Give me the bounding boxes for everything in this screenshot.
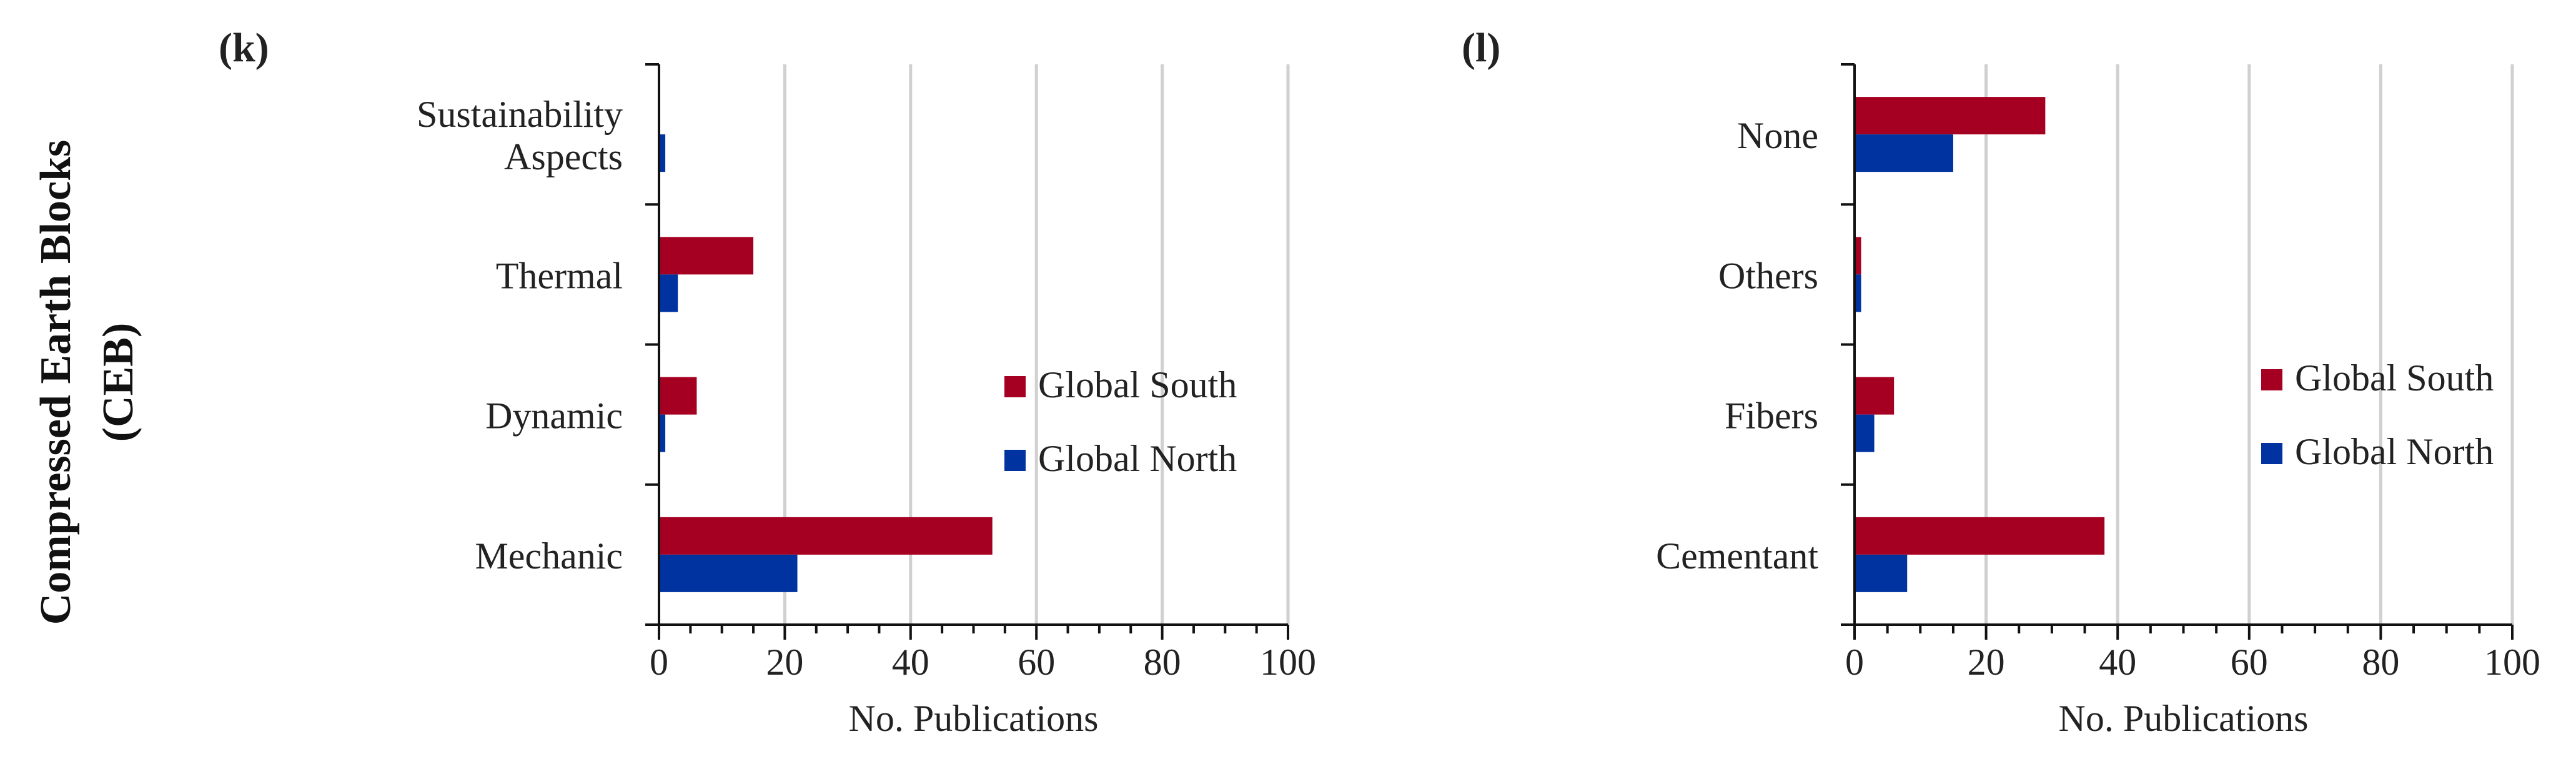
panel-label: (k) [219,25,269,71]
x-tick-label: 60 [2231,642,2268,683]
bar-global-south-3 [659,377,697,415]
bar-global-south-3 [1855,377,1895,415]
bar-global-north-4 [1855,554,1908,592]
x-tick-label: 60 [1018,642,1055,683]
category-label: Fibers [1725,395,1818,437]
panel-label: (l) [1462,25,1500,71]
bar-global-north-3 [659,414,666,452]
category-label: Thermal [496,255,623,296]
bar-global-south-4 [1855,517,2105,555]
legend-swatch [2261,443,2282,464]
x-tick-label: 100 [2484,642,2540,683]
category-label: Sustainability [417,94,623,135]
x-axis-label: No. Publications [849,698,1099,739]
x-tick-label: 100 [1260,642,1316,683]
bar-global-north-1 [659,134,666,172]
category-label: Cementant [1656,535,1818,577]
x-tick-label: 0 [1845,642,1864,683]
bar-global-south-4 [659,517,993,555]
x-tick-label: 0 [650,642,668,683]
category-label: Aspects [504,136,623,177]
x-tick-label: 80 [1144,642,1181,683]
x-tick-label: 20 [1968,642,2005,683]
legend-swatch [2261,369,2282,390]
x-tick-label: 40 [2099,642,2136,683]
legend-label: Global North [1038,438,1237,479]
bar-global-north-4 [659,554,798,592]
category-label: None [1737,115,1818,156]
bar-global-north-2 [1855,274,1861,312]
category-label: Mechanic [475,535,623,577]
legend-label: Global South [2295,357,2494,399]
category-label: Dynamic [485,395,623,437]
x-tick-label: 40 [892,642,929,683]
x-axis-label: No. Publications [2059,698,2309,739]
x-tick-label: 20 [766,642,803,683]
legend-swatch [1004,376,1026,397]
legend-label: Global North [2295,431,2494,472]
bar-global-south-2 [1855,237,1861,275]
x-tick-label: 80 [2362,642,2399,683]
bar-global-north-1 [1855,134,1953,172]
bar-global-north-2 [659,274,678,312]
legend-label: Global South [1038,364,1237,405]
bar-global-south-2 [659,237,754,275]
legend-swatch [1004,450,1026,471]
chart-panel-2: (l) None Others Fibers Cementant 0 20 40 60 80 100… [1462,25,2540,739]
bar-global-south-1 [1855,97,2046,135]
category-label: Others [1718,255,1818,296]
bar-global-north-3 [1855,414,1875,452]
